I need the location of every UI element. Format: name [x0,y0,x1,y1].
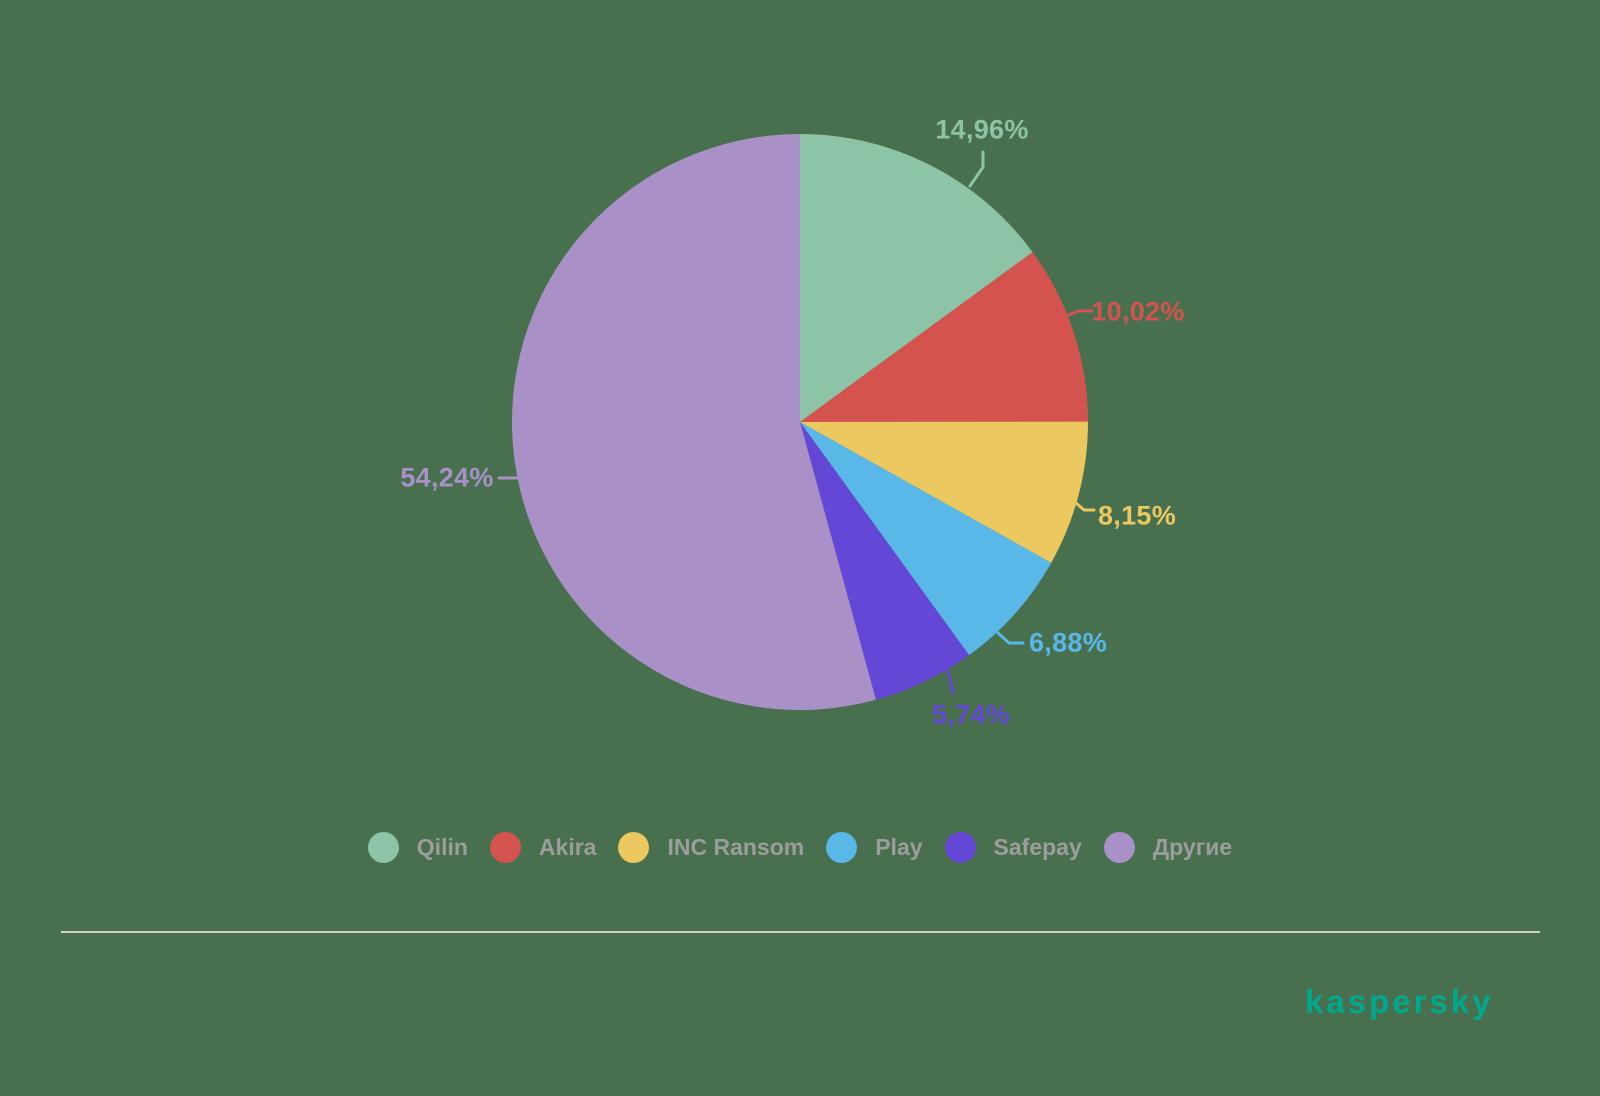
slice-value-label-others: 54,24% [400,462,494,493]
legend-label: Qilin [416,834,468,860]
legend-item-4: Safepay [944,832,1082,863]
legend-item-0: Qilin [367,832,468,863]
legend-item-3: Play [826,832,923,863]
legend-label: Другие [1152,834,1233,860]
pie-slice-5 [511,134,876,710]
kaspersky-logo: kaspersky [1305,983,1494,1020]
slice-value-label-inc-ransom: 8,15% [1097,500,1177,531]
slice-value-label-qilin: 14,96% [935,114,1029,145]
legend-item-1: Akira [489,832,597,863]
legend-dot-icon [367,832,399,863]
pie-slice-4 [800,422,970,700]
legend-label: INC Ransom [667,834,805,860]
pie-slices [511,134,1089,710]
pie-slice-1 [800,252,1088,422]
legend-dot-icon [1103,832,1135,863]
pie-slice-2 [800,421,1089,563]
leader-line-3 [996,631,1025,645]
pie-slice-3 [800,422,1052,656]
legend-dot-icon [944,832,976,863]
legend-label: Play [875,834,923,860]
slice-value-label-safepay: 5,74% [931,699,1011,730]
pie-slice-0 [800,134,1033,422]
leader-line-4 [946,669,955,695]
pie-chart [497,134,1096,710]
slice-value-label-akira: 10,02% [1091,296,1185,327]
legend-dot-icon [489,832,521,863]
footer-divider [61,931,1540,933]
leader-line-2 [1074,501,1096,512]
legend: Qilin Akira INC Ransom Play Safepay Другие [0,832,1600,863]
legend-item-2: INC Ransom [618,832,804,863]
legend-label: Safepay [993,834,1082,860]
label-leader-lines [497,150,1096,695]
legend-label: Akira [538,834,597,860]
leader-line-1 [1066,309,1094,317]
leader-line-0 [968,150,985,188]
legend-item-5: Другие [1103,832,1233,863]
legend-dot-icon [618,832,650,863]
legend-dot-icon [826,832,858,863]
slice-value-label-play: 6,88% [1028,627,1108,658]
